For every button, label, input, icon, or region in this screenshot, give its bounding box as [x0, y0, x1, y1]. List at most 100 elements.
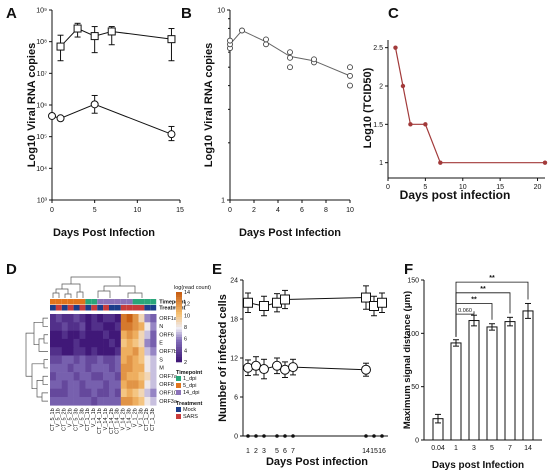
panel-d-heat-cell	[55, 363, 63, 373]
panel-a-series-line	[51, 103, 172, 135]
panel-d-heat-cell	[120, 372, 127, 381]
panel-d-heat-cell	[79, 322, 86, 331]
panel-d-heat-cell	[85, 330, 92, 340]
panel-d-heat-cell	[126, 372, 133, 381]
panel-d-colorbar-segment	[176, 322, 182, 325]
panel-d-heat-cell	[73, 355, 80, 365]
panel-d-heat-cell	[120, 355, 127, 365]
panel-d-row-label: M	[159, 366, 164, 372]
panel-f-x-tick-label: 7	[508, 445, 512, 452]
panel-d-heat-cell	[138, 397, 145, 406]
panel-e-x-tick-label: 2	[254, 448, 258, 455]
panel-e-point-circle	[259, 364, 269, 375]
panel-d-colorbar-segment	[176, 339, 182, 343]
panel-e-point-dot	[246, 434, 250, 438]
panel-c-x-tick-label: 10	[459, 184, 467, 191]
panel-e-point-dot	[380, 434, 384, 438]
panel-d-heat-cell	[61, 380, 68, 389]
panel-d-annotation-cell	[144, 305, 151, 311]
panel-a-y-tick-label: 10⁴	[36, 166, 47, 173]
panel-d-heat-cell	[144, 380, 151, 389]
panel-d-heat-cell	[120, 380, 127, 389]
panel-d-heat-cell	[150, 338, 157, 348]
panel-d-heat-cell	[97, 330, 104, 340]
panel-f-y-label: Maximum signal distance (μm)	[402, 291, 413, 429]
panel-c-x-tick-label: 0	[386, 184, 390, 191]
panel-d-heat-cell	[126, 322, 133, 331]
panel-d-heat-cell	[138, 355, 145, 365]
panel-d-heat-cell	[55, 314, 63, 323]
panel-d-colorbar-tick: 14	[184, 290, 190, 296]
panel-d-heat-cell	[50, 322, 57, 331]
panel-d-heat-cell	[79, 372, 86, 381]
panel-d-colorbar-segment	[176, 344, 182, 348]
panel-d-heat-cell	[150, 355, 157, 365]
panel-d-heat-cell	[91, 388, 98, 398]
panel-e-x-tick-label: 15	[370, 448, 378, 455]
panel-d-row-label: ORF10	[159, 391, 177, 397]
panel-d-colorbar-segment	[176, 312, 182, 315]
panel-c-point	[542, 160, 548, 165]
panel-d-legend-swatch	[176, 390, 181, 395]
panel-d-heat-cell	[67, 338, 74, 348]
panel-d-row-label: N	[159, 324, 163, 330]
panel-d-heat-cell	[138, 388, 145, 398]
panel-d-column-label: V_14_1b	[103, 408, 109, 430]
panel-d-colorbar-tick: 8	[184, 325, 187, 331]
panel-d-legend-swatch	[176, 414, 181, 419]
panel-d-heat-cell	[97, 355, 104, 365]
panel-d-column-label: CT_5_2b	[62, 408, 68, 431]
panel-a-x-tick-label: 0	[50, 207, 54, 214]
panel-f-significance-label: **	[480, 286, 486, 293]
panel-d-colorbar-segment	[176, 314, 182, 318]
panel-f-x-tick-label: 5	[490, 445, 494, 452]
panel-d-heat-cell	[132, 330, 139, 340]
panel-d-heat-cell	[103, 380, 110, 389]
panel-d-heat-cell	[79, 388, 86, 398]
panel-d-annotation-cell	[126, 299, 133, 305]
panel-b-point	[227, 37, 233, 44]
panel-d-column-label: V_5_1b	[56, 408, 62, 427]
panel-d-annotation-cell	[144, 299, 151, 305]
panel-d-annotation-cell	[109, 299, 115, 305]
panel-b-y-tick-label: 10	[217, 8, 225, 15]
panel-d-heat-cell	[97, 380, 104, 389]
panel-e-point-dot	[275, 434, 279, 438]
panel-b-point	[287, 64, 293, 71]
panel-d-heat-cell	[55, 347, 63, 356]
panel-d-colorbar-segment	[176, 334, 182, 338]
panel-d-heat-cell	[73, 322, 80, 331]
panel-b-x-tick-label: 6	[300, 207, 304, 214]
panel-d-heat-cell	[73, 363, 80, 373]
panel-d-annotation-cell	[97, 299, 104, 305]
panel-d-annotation-cell	[109, 305, 115, 311]
panel-d-annotation-cell	[79, 299, 86, 305]
panel-d-heat-cell	[103, 363, 110, 373]
panel-b-mean-line	[229, 29, 351, 77]
panel-d-annotation-cell	[132, 305, 139, 311]
panel-d-column-dendrogram	[64, 293, 72, 298]
panel-d-colorbar-tick: 2	[184, 360, 187, 366]
panel-e-x-tick-label: 14	[362, 448, 370, 455]
panel-e-point-dot	[254, 434, 258, 438]
panel-d-legend-title: Treatment	[176, 401, 202, 407]
panel-d-column-label: V_14_2b	[121, 408, 127, 430]
panel-d-heat-cell	[120, 388, 127, 398]
panel-d-colorbar-segment	[176, 332, 182, 335]
panel-d-heat-cell	[50, 388, 57, 398]
panel-d-heat-cell	[61, 363, 68, 373]
panel-d-heat-cell	[61, 372, 68, 381]
panel-a-y-label: Log10Viral RNA copies	[26, 43, 38, 167]
panel-d-annotation-cell	[67, 305, 74, 311]
panel-d-heat-cell	[132, 338, 139, 348]
panel-d-heat-cell	[55, 338, 63, 348]
panel-f-significance-label: **	[471, 296, 477, 303]
panel-b-x-tick-label: 4	[276, 207, 280, 214]
panel-d-heat-cell	[144, 355, 151, 365]
panel-b-point	[287, 54, 293, 61]
panel-d-heat-cell	[120, 314, 127, 323]
panel-d-heat-cell	[61, 338, 68, 348]
panel-d-annotation-cell	[91, 305, 98, 311]
panel-f-significance-bracket	[455, 292, 511, 337]
